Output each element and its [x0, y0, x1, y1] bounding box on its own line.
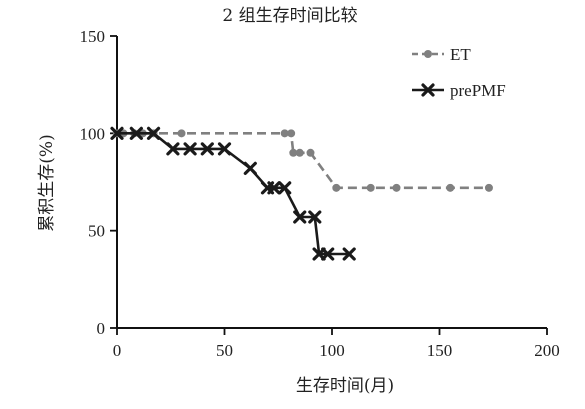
marker-stroke	[129, 126, 143, 140]
legend-marker	[424, 50, 432, 58]
marker-stroke	[183, 142, 197, 156]
data-point	[278, 181, 292, 195]
series-line	[117, 132, 489, 190]
marker-stroke	[321, 247, 335, 261]
data-point	[366, 183, 375, 192]
marker-stroke	[110, 126, 124, 140]
series-et	[113, 129, 493, 192]
data-point	[308, 210, 322, 224]
x-tick-label: 150	[427, 341, 453, 360]
data-point	[484, 183, 493, 192]
marker-stroke	[267, 181, 281, 195]
data-point	[243, 161, 257, 175]
y-tick-label: 50	[88, 222, 105, 241]
data-point	[183, 142, 197, 156]
data-point	[392, 183, 401, 192]
marker-stroke	[217, 142, 232, 156]
chart-title: 2 组生存时间比较	[222, 6, 357, 26]
series-layer	[110, 126, 493, 261]
marker-stroke	[308, 210, 322, 224]
data-point	[306, 148, 315, 157]
x-tick-label: 0	[113, 341, 122, 360]
legend-label: ET	[450, 45, 471, 64]
data-point	[146, 126, 161, 140]
data-point	[293, 210, 307, 224]
x-tick-label: 50	[216, 341, 233, 360]
data-point	[129, 126, 143, 140]
x-axis-label: 生存时间(月)	[296, 376, 394, 396]
series-prepmf	[110, 126, 356, 261]
data-point	[177, 129, 186, 138]
y-tick-label: 100	[80, 124, 106, 143]
y-tick-label: 150	[80, 27, 106, 46]
legend-item-prepmf: prePMF	[412, 81, 506, 100]
legend-marker	[421, 83, 435, 97]
y-axis-label: 累积生存(%)	[37, 134, 57, 231]
data-point	[446, 183, 455, 192]
legend-item-et: ET	[412, 45, 471, 64]
data-point	[332, 183, 341, 192]
data-point	[342, 247, 356, 261]
data-point	[295, 148, 304, 157]
marker-stroke	[146, 126, 161, 140]
data-point	[267, 181, 281, 195]
data-point	[217, 142, 232, 156]
x-tick-label: 200	[534, 341, 560, 360]
series-line	[117, 132, 350, 256]
data-point	[166, 142, 180, 156]
marker-stroke	[342, 247, 356, 261]
marker-stroke	[421, 83, 435, 97]
y-tick-label: 0	[97, 319, 106, 338]
marker-stroke	[200, 142, 214, 156]
axes: 0 50 100 150 0 50 100 150 200	[80, 27, 560, 360]
data-point	[110, 126, 124, 140]
data-point	[280, 129, 289, 138]
marker-stroke	[278, 181, 292, 195]
legend-label: prePMF	[450, 81, 506, 100]
x-tick-label: 100	[319, 341, 345, 360]
marker-stroke	[293, 210, 307, 224]
data-point	[287, 129, 296, 138]
legend: ET prePMF	[412, 45, 506, 100]
data-point	[200, 142, 214, 156]
marker-stroke	[166, 142, 180, 156]
data-point	[321, 247, 335, 261]
marker-stroke	[243, 161, 257, 175]
data-point	[289, 148, 298, 157]
